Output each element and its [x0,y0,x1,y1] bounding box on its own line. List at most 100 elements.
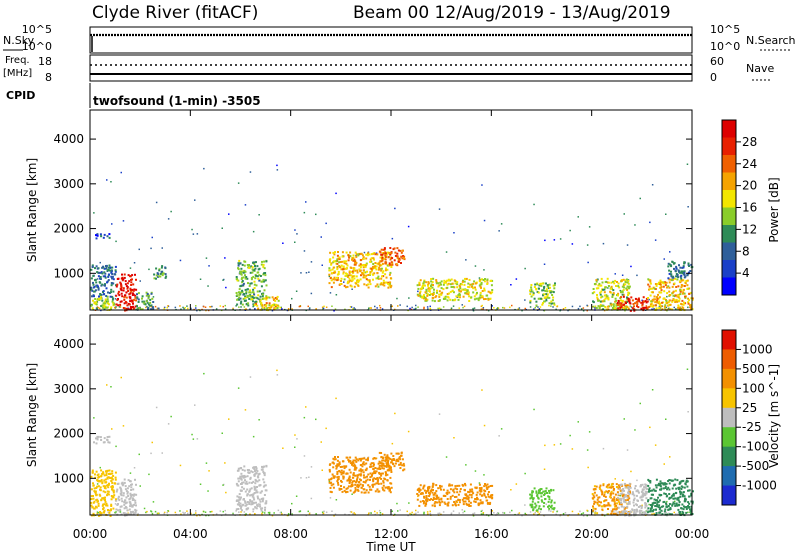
echo-cell [349,284,352,287]
echo-cell [340,277,343,280]
echo-cell [122,307,125,309]
echo-cell [253,263,256,265]
scatter-cell [99,307,101,310]
nsky-label: N.Sky [3,34,35,47]
scatter-cell [186,510,188,512]
echo-cell [392,248,395,251]
echo-cell [648,488,651,491]
scatter-cell [648,503,650,506]
scatter-cell [310,466,313,468]
scatter-cell [524,307,526,310]
echo-cell [342,472,345,475]
scatter-cell [381,513,384,515]
echo-cell [333,276,336,279]
echo-cell [666,505,669,508]
echo-cell [682,291,685,294]
scatter-cell [394,412,396,415]
echo-cell [105,474,108,476]
echo-cell [663,305,666,308]
echo-cell [535,504,538,507]
echo-cell [484,483,486,485]
echo-cell [399,463,402,466]
scatter-cell [296,438,298,440]
echo-cell [342,471,345,473]
echo-cell [686,279,689,282]
scatter-cell [258,214,260,216]
echo-cell [444,295,447,298]
scatter-cell [539,306,542,308]
echo-cell [94,492,97,495]
echo-cell [346,273,349,276]
scatter-cell [438,413,441,415]
echo-cell [129,297,132,300]
echo-cell [389,487,391,490]
echo-cell [604,306,607,308]
echo-cell [94,476,97,479]
echo-cell [387,463,390,466]
echo-cell [90,495,93,498]
echo-cell [592,505,594,508]
echo-cell [640,509,643,512]
echo-cell [675,502,678,505]
echo-cell [440,488,442,491]
echo-cell [255,284,258,287]
echo-cell [102,236,105,239]
echo-cell [251,271,254,274]
echo-cell [112,475,115,477]
echo-cell [247,294,250,297]
scatter-cell [240,306,242,308]
echo-cell [258,290,261,293]
echo-cell [418,281,421,284]
echo-cell [436,291,438,294]
echo-cell [673,483,676,486]
echo-cell [159,272,162,275]
scatter-cell [261,512,263,515]
echo-cell [603,495,606,497]
echo-cell [251,471,254,474]
scatter-cell [423,307,425,310]
echo-cell [238,493,241,496]
scatter-cell [305,477,308,479]
echo-cell [425,499,428,501]
echo-cell [653,489,656,492]
echo-cell [475,486,478,489]
scatter-cell [369,307,371,309]
echo-cell [480,501,483,504]
echo-cell [97,504,100,507]
echo-cell [397,260,400,263]
echo-cell [677,296,680,299]
echo-cell [620,499,623,502]
echo-cell [603,493,606,496]
echo-cell [116,278,119,280]
echo-cell [265,297,268,299]
echo-cell [599,293,602,296]
echo-cell [662,505,665,508]
echo-cell [127,274,130,277]
echo-cell [618,286,621,289]
echo-cell [457,503,460,506]
echo-cell [384,478,387,481]
echo-cell [255,300,258,303]
echo-cell [372,252,375,255]
echo-cell [338,258,341,261]
echo-cell [243,465,246,468]
echo-cell [237,267,240,270]
echo-cell [621,489,624,492]
scatter-cell [151,236,153,239]
echo-cell [620,492,623,495]
velocity-y-title: Slant Range [km] [25,363,39,467]
echo-cell [678,280,681,283]
echo-cell [401,257,404,260]
echo-cell [135,483,137,486]
echo-cell [112,302,115,304]
echo-cell [669,278,672,281]
echo-cell [622,512,625,515]
echo-cell [343,489,346,492]
echo-cell [372,278,374,281]
echo-cell [535,300,538,303]
echo-cell [132,510,135,513]
echo-cell [435,484,438,487]
echo-cell [361,271,364,274]
echo-cell [545,299,548,302]
scatter-cell [163,306,166,309]
